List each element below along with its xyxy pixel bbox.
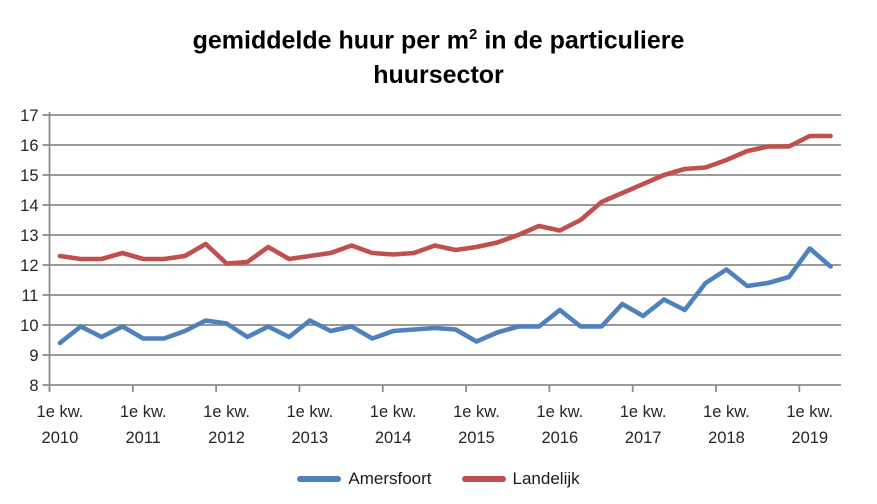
x-tick-label-year: 2014 xyxy=(375,429,412,447)
x-tick-label-quarter: 1e kw. xyxy=(286,403,333,421)
title-text-post: in de particuliere xyxy=(477,26,685,55)
y-tick-label: 10 xyxy=(20,317,38,335)
y-tick-label: 11 xyxy=(21,287,38,305)
chart-title-line2: huursector xyxy=(373,61,504,90)
legend-swatch-amersfoort xyxy=(297,476,342,482)
x-tick-label-quarter: 1e kw. xyxy=(536,403,583,421)
x-tick-label-year: 2018 xyxy=(708,429,745,447)
y-tick-label: 8 xyxy=(29,377,38,395)
x-tick-label-year: 2017 xyxy=(625,429,662,447)
x-tick-label-year: 2012 xyxy=(208,429,245,447)
x-tick-label-quarter: 1e kw. xyxy=(703,403,750,421)
legend-label-amersfoort: Amersfoort xyxy=(348,469,432,488)
series-line-landelijk xyxy=(57,133,833,266)
y-tick-label: 14 xyxy=(20,197,38,215)
x-tick-label-year: 2016 xyxy=(541,429,578,447)
chart-legend: Amersfoort Landelijk xyxy=(0,463,877,495)
x-tick-label-quarter: 1e kw. xyxy=(37,403,84,421)
x-tick-label-year: 2011 xyxy=(125,429,160,447)
y-tick-label: 12 xyxy=(20,257,38,275)
x-tick-label-quarter: 1e kw. xyxy=(370,403,417,421)
x-tick-label-quarter: 1e kw. xyxy=(120,403,167,421)
m2-superscript: 2 xyxy=(469,26,478,43)
chart-title-line1: gemiddelde huur per m2 in de particulier… xyxy=(0,17,877,58)
x-tick-label-quarter: 1e kw. xyxy=(453,403,500,421)
x-tick-label-quarter: 1e kw. xyxy=(620,403,667,421)
y-tick-label: 17 xyxy=(20,107,38,125)
chart-title: gemiddelde huur per m2 in de particulier… xyxy=(0,17,877,93)
x-tick-label-quarter: 1e kw. xyxy=(203,403,250,421)
y-tick-label: 13 xyxy=(20,227,38,245)
x-tick-label-quarter: 1e kw. xyxy=(786,403,833,421)
y-tick-label: 15 xyxy=(20,167,38,185)
legend-item-landelijk: Landelijk xyxy=(461,469,580,489)
y-tick-label: 16 xyxy=(20,137,38,155)
legend-item-amersfoort: Amersfoort xyxy=(297,469,432,489)
legend-label-landelijk: Landelijk xyxy=(512,469,580,488)
legend-swatch-landelijk xyxy=(461,476,506,482)
y-tick-label: 9 xyxy=(29,347,38,365)
x-tick-label-year: 2019 xyxy=(791,429,828,447)
series-line-amersfoort xyxy=(57,246,833,346)
x-tick-label-year: 2015 xyxy=(458,429,495,447)
x-tick-label-year: 2013 xyxy=(292,429,329,447)
title-text-pre: gemiddelde huur per m xyxy=(192,26,470,55)
x-tick-label-year: 2010 xyxy=(42,429,79,447)
